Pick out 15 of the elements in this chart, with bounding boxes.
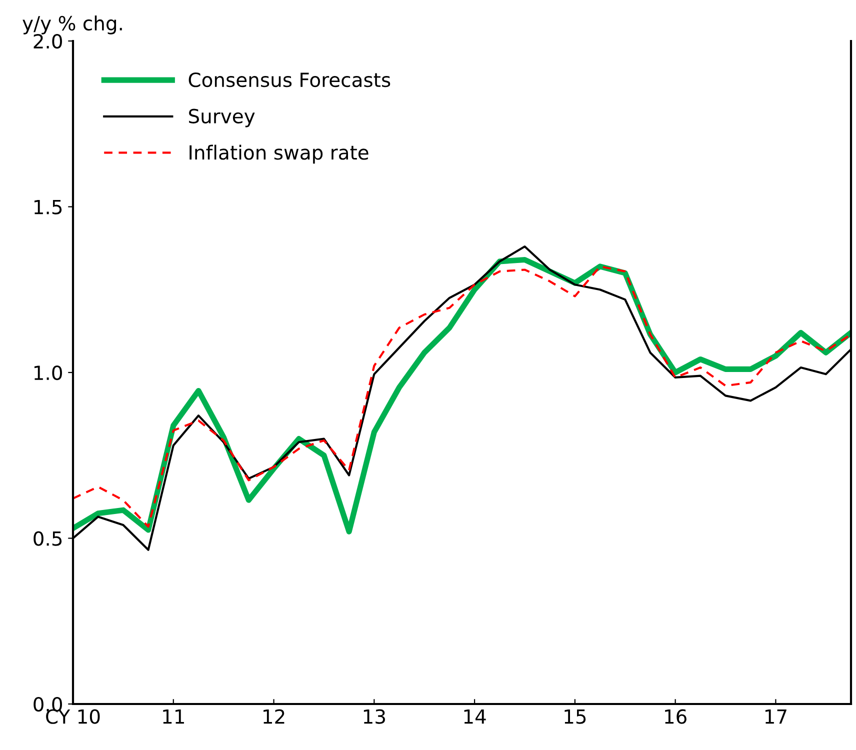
y-tick-label: 1.0 xyxy=(34,365,62,380)
y-tick-label: 2.0 xyxy=(34,34,62,49)
x-tick-label: 15 xyxy=(564,709,586,724)
x-tick-label: 11 xyxy=(163,709,184,724)
x-tick-label: 13 xyxy=(364,709,385,724)
x-tick-label: 16 xyxy=(665,709,686,724)
y-tick-label: 0.5 xyxy=(34,531,62,546)
legend-label: Consensus Forecasts xyxy=(188,72,390,88)
y-tick-label: 1.5 xyxy=(34,200,62,214)
legend-label: Inflation swap rate xyxy=(190,144,368,164)
x-tick-label: 14 xyxy=(464,709,486,724)
x-tick-label: 17 xyxy=(765,709,786,724)
legend-label: Survey xyxy=(189,108,255,128)
x-tick-label: 12 xyxy=(264,709,284,724)
y-axis-title: y/y % chg. xyxy=(22,16,122,34)
